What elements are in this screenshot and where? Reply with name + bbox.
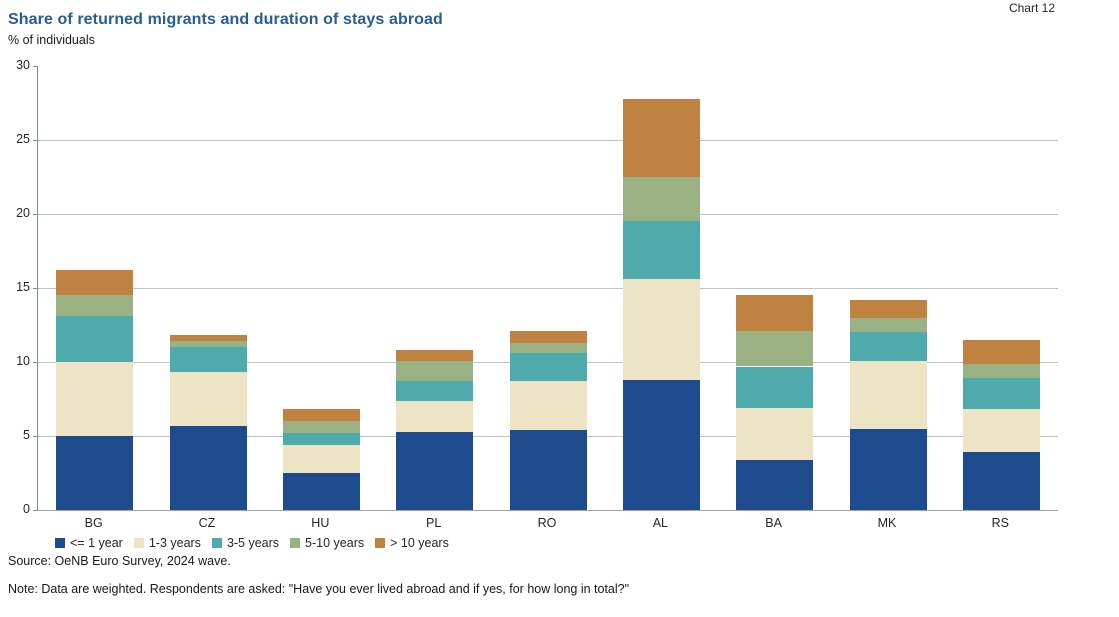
legend-label: 5-10 years [305, 536, 365, 550]
bar-segment [849, 332, 927, 361]
y-axis-tick [33, 288, 38, 289]
y-axis-tick [33, 140, 38, 141]
bar-segment [509, 381, 587, 431]
bar-segment [622, 379, 700, 510]
bar-segment [396, 360, 474, 382]
legend-label: 3-5 years [226, 536, 280, 550]
gridline [38, 214, 1058, 215]
bar-segment [396, 431, 474, 510]
legend-swatch [55, 538, 65, 548]
bar-segment [736, 459, 814, 510]
bar-segment [396, 381, 474, 401]
bar-segment [509, 331, 587, 343]
bar-segment [622, 98, 700, 177]
x-tick-label: BA [765, 516, 782, 530]
legend-swatch [290, 538, 301, 548]
x-tick-label: RS [991, 516, 1010, 530]
bar-segment [169, 425, 247, 510]
bar-segment [169, 347, 247, 373]
bar-segment [169, 335, 247, 342]
bar-segment [56, 436, 134, 510]
bar-segment [169, 341, 247, 348]
y-tick-label: 25 [16, 132, 30, 146]
legend-item: 5-10 years [290, 536, 364, 550]
bar-segment [849, 299, 927, 318]
legend-swatch [211, 538, 222, 548]
legend-label: > 10 years [390, 536, 449, 550]
y-tick-label: 5 [23, 428, 30, 442]
note-text: Note: Data are weighted. Respondents are… [8, 582, 630, 596]
y-tick-label: 30 [16, 58, 30, 72]
bar-segment [396, 350, 474, 361]
bar-segment [849, 317, 927, 333]
bar-segment [849, 428, 927, 510]
chart-legend: <= 1 year 1-3 years 3-5 years 5-10 years > 1… [55, 536, 449, 550]
y-tick-label: 0 [23, 502, 30, 516]
bar-segment [849, 360, 927, 429]
legend-item: <= 1 year [55, 536, 123, 550]
x-tick-label: MK [877, 516, 897, 530]
bar-segment [282, 444, 360, 473]
x-tick-label: AL [652, 516, 668, 530]
y-tick-label: 15 [16, 280, 30, 294]
legend-item: 1-3 years [133, 536, 201, 550]
bar-segment [282, 433, 360, 445]
y-axis-tick [33, 66, 38, 67]
legend-swatch [133, 538, 144, 548]
source-text: Source: OeNB Euro Survey, 2024 wave. [8, 554, 231, 568]
gridline [38, 288, 1058, 289]
legend-label: 1-3 years [148, 536, 201, 550]
bar-segment [56, 270, 134, 296]
bar-segment [962, 378, 1040, 410]
bar-segment [56, 316, 134, 362]
x-tick-label: PL [426, 516, 442, 530]
x-tick-label: CZ [198, 516, 216, 530]
x-tick-label: HU [311, 516, 330, 530]
gridline [38, 140, 1058, 141]
bar-segment [509, 342, 587, 354]
bar-segment [282, 473, 360, 510]
bar-segment [736, 366, 814, 408]
bar-segment [962, 339, 1040, 364]
bar-segment [282, 421, 360, 433]
y-tick-label: 10 [16, 354, 30, 368]
bar-segment [962, 452, 1040, 510]
plot-area [33, 66, 1058, 511]
y-axis-tick [33, 362, 38, 363]
bar-segment [962, 363, 1040, 379]
y-tick-label: 20 [16, 206, 30, 220]
bar-segment [736, 330, 814, 367]
bar-segment [509, 430, 587, 510]
bar-segment [396, 400, 474, 432]
bar-segment [736, 407, 814, 460]
y-axis-tick [33, 510, 38, 511]
bar-segment [509, 353, 587, 382]
x-tick-label: BG [84, 516, 103, 530]
bar-segment [282, 409, 360, 422]
y-axis-tick [33, 214, 38, 215]
bar-segment [962, 409, 1040, 453]
bar-segment [622, 279, 700, 380]
x-tick-label: RO [537, 516, 557, 530]
bar-segment [56, 362, 134, 436]
bar-segment [736, 295, 814, 331]
bar-segment [622, 221, 700, 280]
legend-item: > 10 years [375, 536, 449, 550]
legend-swatch [375, 538, 386, 548]
bar-segment [622, 177, 700, 222]
legend-label: <= 1 year [70, 536, 123, 550]
page-title: Share of returned migrants and duration … [8, 11, 443, 28]
legend-item: 3-5 years [211, 536, 280, 550]
bar-segment [169, 372, 247, 426]
axis-unit-label: % of individuals [8, 33, 95, 47]
chart-number-label: Chart 12 [1008, 1, 1055, 15]
y-axis-tick [33, 436, 38, 437]
bar-segment [56, 295, 134, 317]
